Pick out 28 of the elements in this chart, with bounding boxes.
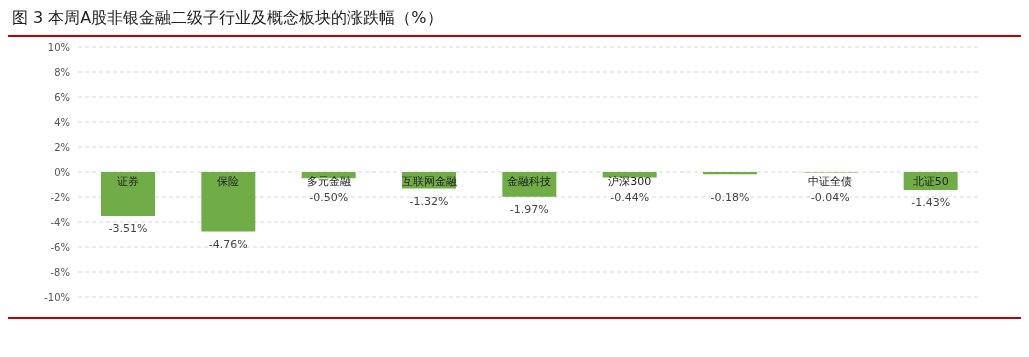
y-tick-label: 2% (54, 141, 70, 153)
x-tick-label: 多元金融 (306, 175, 351, 188)
data-label: -0.04% (810, 191, 850, 204)
data-label: -1.32% (409, 194, 449, 208)
y-tick-label: -6% (50, 241, 70, 253)
data-label: -0.44% (610, 191, 650, 204)
x-tick-label: 保险 (217, 175, 240, 188)
data-label: -1.97% (509, 202, 549, 216)
y-tick-label: -2% (50, 191, 70, 203)
y-tick-label: -10% (44, 291, 70, 303)
data-label: -3.51% (108, 221, 148, 235)
y-tick-label: 6% (54, 91, 70, 103)
y-tick-label: -4% (50, 216, 70, 228)
data-label: -4.76% (208, 237, 248, 251)
y-tick-label: -8% (50, 266, 70, 278)
x-tick-label: 金融科技 (507, 175, 552, 188)
y-tick-label: 0% (54, 166, 70, 178)
y-tick-label: 4% (54, 116, 70, 128)
chart-title: 图 3 本周A股非银金融二级子行业及概念板块的涨跌幅（%） (8, 8, 1021, 37)
x-tick-label: 中证全债 (808, 175, 853, 188)
x-tick-label: 证券 (117, 175, 139, 188)
data-label: -0.50% (309, 191, 349, 204)
y-tick-label: 10% (47, 41, 70, 53)
y-tick-label: 8% (54, 66, 70, 78)
x-tick-label: 沪深300 (608, 175, 652, 188)
data-label: -0.18% (710, 191, 750, 204)
x-tick-label: 北证50 (912, 175, 949, 188)
data-label: -1.43% (911, 195, 951, 209)
